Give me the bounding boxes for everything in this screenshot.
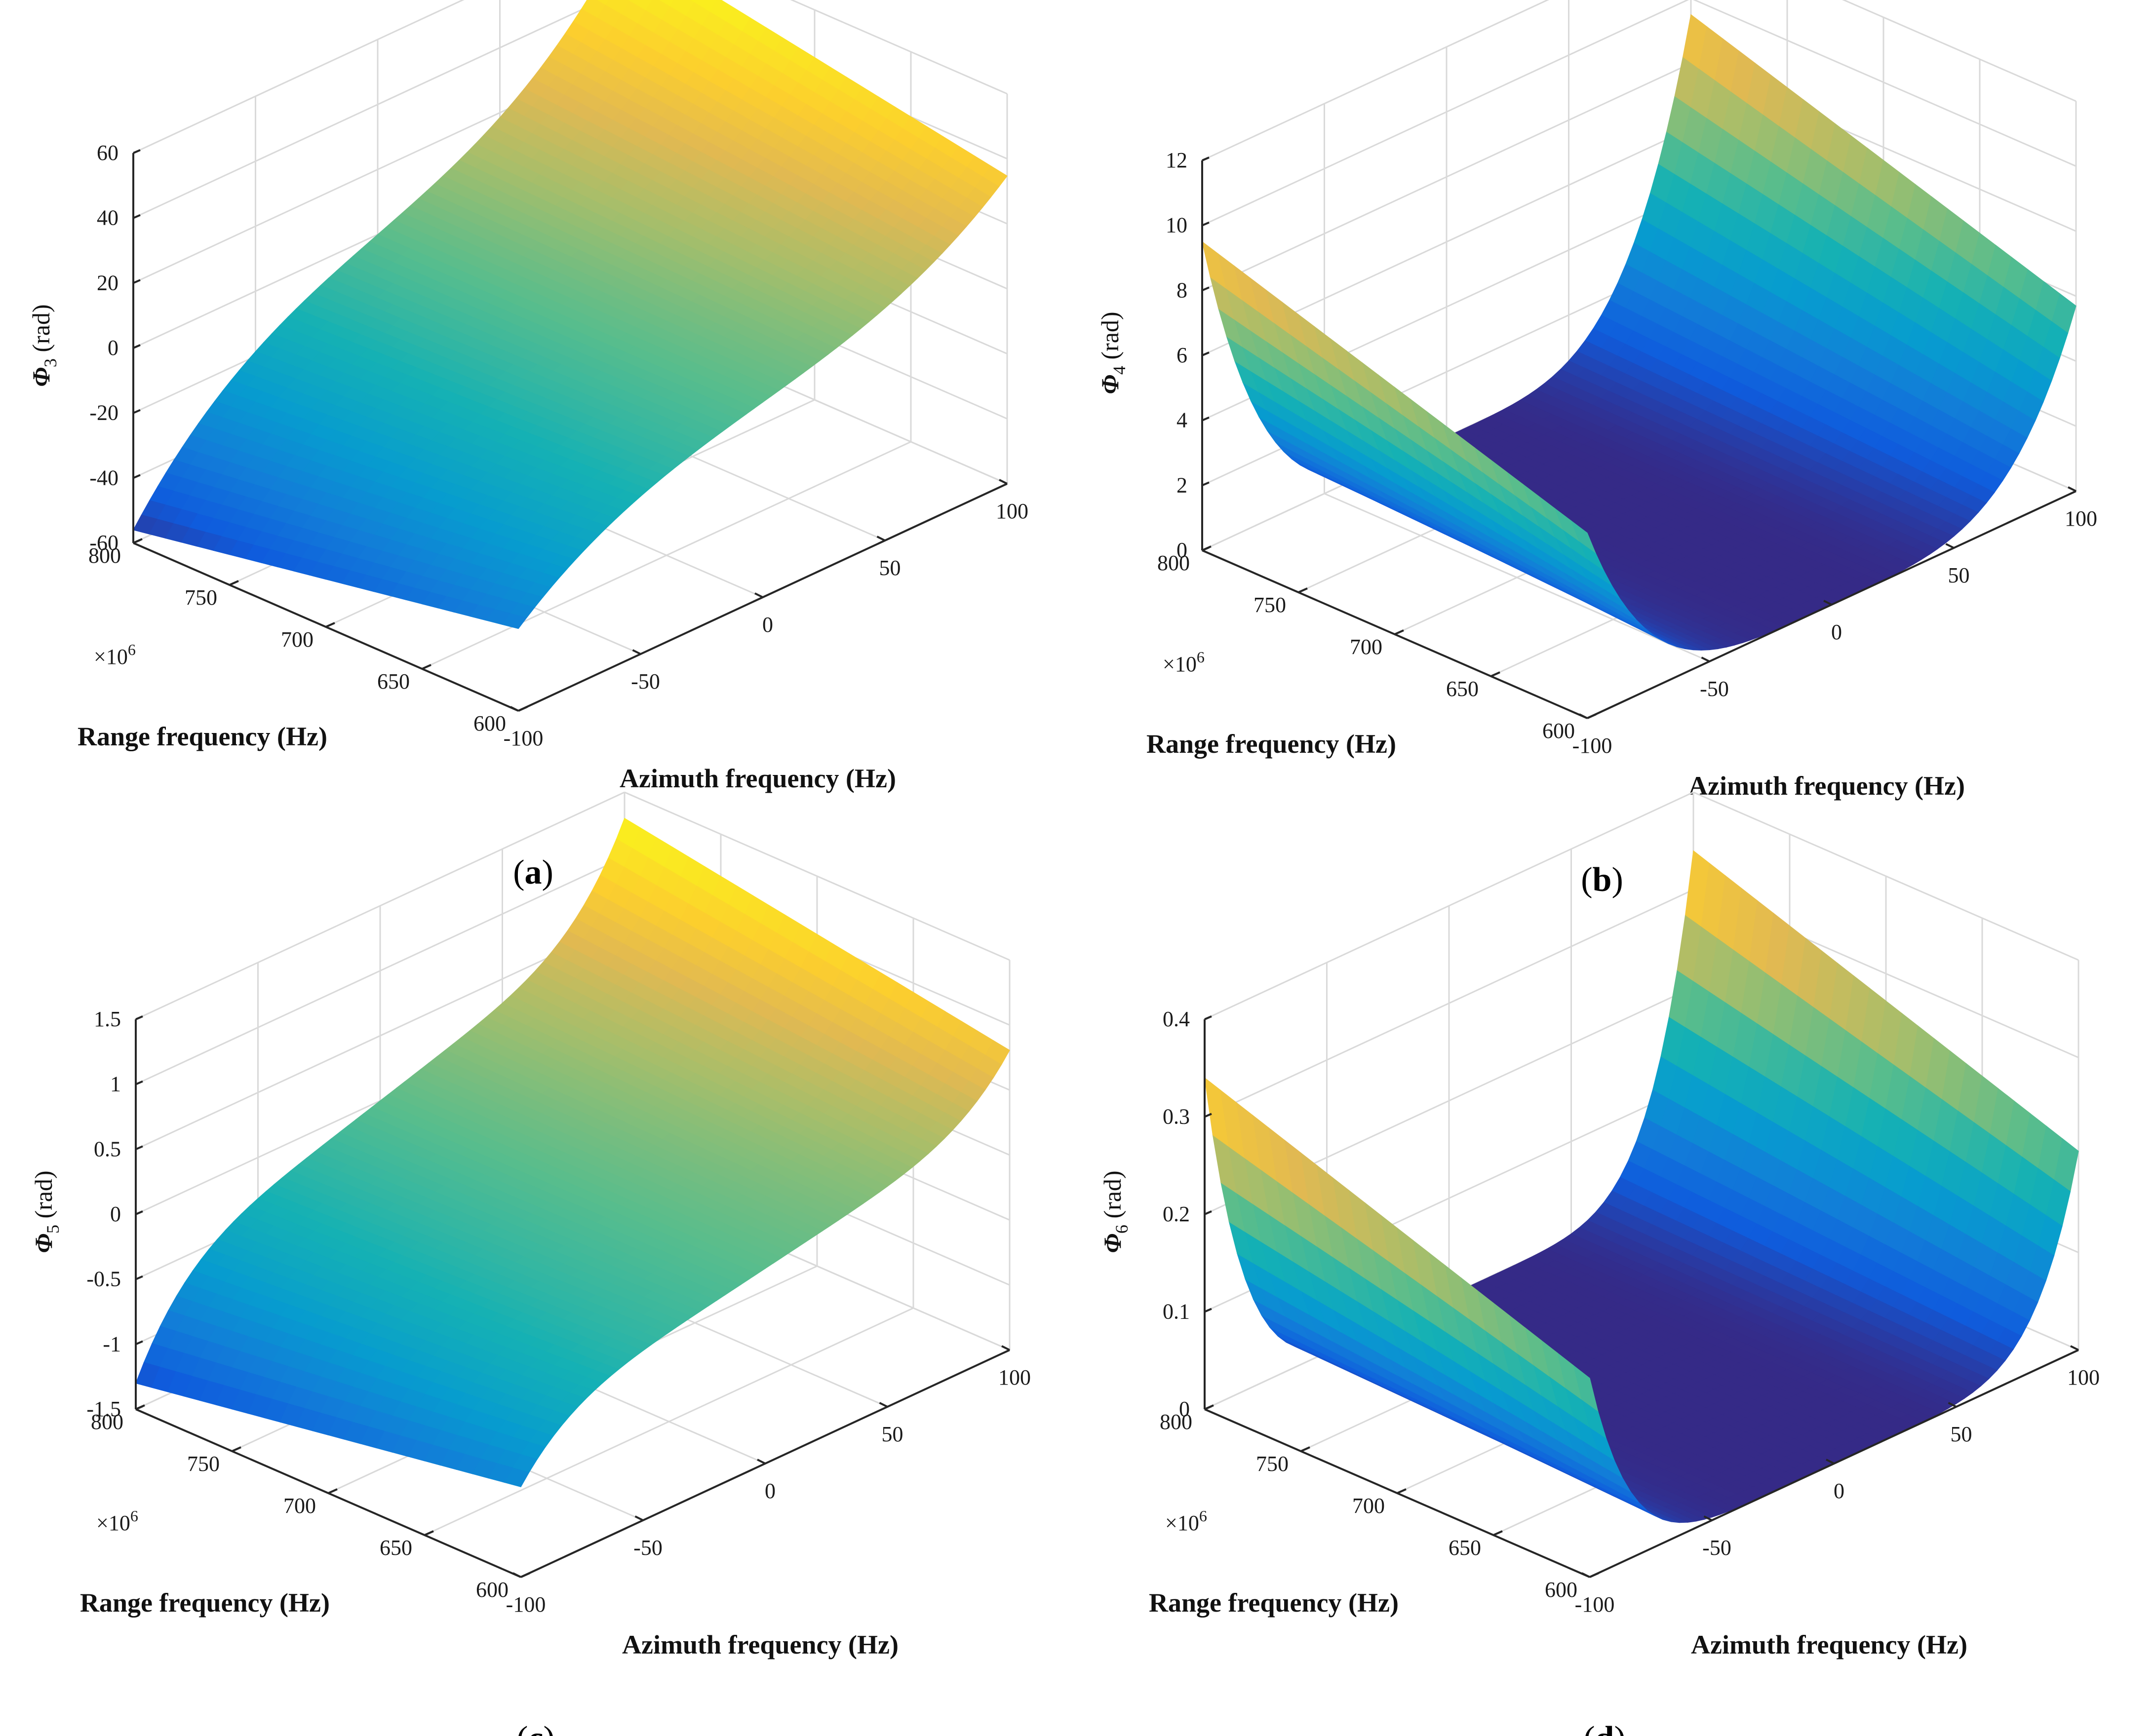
range-tick-label: 600 <box>1542 719 1575 743</box>
z-tick-label: 0.4 <box>1163 1007 1190 1031</box>
range-tick-label: 650 <box>1449 1536 1481 1560</box>
azimuth-tick-label: 0 <box>762 613 773 637</box>
azimuth-tick-label: -100 <box>504 726 544 750</box>
azimuth-tick-label: 50 <box>882 1422 903 1446</box>
z-tick-label: 0 <box>108 336 118 360</box>
range-axis-label: Range frequency (Hz) <box>78 722 327 751</box>
azimuth-tick-label: 50 <box>1951 1422 1972 1446</box>
range-multiplier: ×106 <box>94 641 136 669</box>
azimuth-tick-label: -50 <box>633 1536 663 1560</box>
z-tick-label: 20 <box>97 270 118 295</box>
surface <box>1204 850 2079 1523</box>
range-tick-label: 650 <box>380 1536 412 1560</box>
range-tick-label: 750 <box>187 1452 220 1476</box>
z-tick-label: -60 <box>89 531 118 555</box>
surface <box>135 817 1010 1487</box>
axes: -1.5 -1 -0.5 0 0.5 1 1.5 600 650 700 750 800 -100 -50… <box>86 1007 1031 1617</box>
azimuth-tick-label: -100 <box>1575 1592 1615 1617</box>
panel-caption: (d) <box>1583 1720 1626 1736</box>
azimuth-tick-label: -100 <box>506 1592 546 1617</box>
azimuth-tick-label: -50 <box>631 669 660 694</box>
z-tick-label: 60 <box>97 141 118 165</box>
chart-panel-b: 0 2 4 6 8 10 12 600 650 700 750 800 -100 -50 0 50 100 ×10… <box>1096 0 2097 899</box>
range-multiplier: ×106 <box>96 1507 138 1535</box>
z-tick-label: 4 <box>1176 408 1187 432</box>
azimuth-tick-label: 50 <box>879 556 901 580</box>
chart-panel-d: 0 0.1 0.2 0.3 0.4 600 650 700 750 800 -100 -50 0 50 10… <box>1098 791 2100 1736</box>
azimuth-tick-label: 100 <box>2065 506 2097 531</box>
z-tick-label: 0.2 <box>1163 1202 1190 1226</box>
surface <box>133 0 1008 629</box>
range-tick-label: 750 <box>1254 593 1286 617</box>
azimuth-axis-label: Azimuth frequency (Hz) <box>622 1630 899 1659</box>
range-axis-label: Range frequency (Hz) <box>1146 729 1396 759</box>
z-tick-label: 12 <box>1166 148 1187 172</box>
range-axis-label: Range frequency (Hz) <box>1149 1588 1399 1618</box>
panel-caption: (a) <box>513 853 553 891</box>
axes: 0 2 4 6 8 10 12 600 650 700 750 800 -100 -50 0 50 100 ×10… <box>1157 148 2097 758</box>
range-tick-label: 650 <box>1446 677 1479 701</box>
range-tick-label: 700 <box>1350 635 1382 659</box>
axes: -60 -40 -20 0 20 40 60 600 650 700 750 800 -100 -50 0 5… <box>88 141 1028 750</box>
range-tick-label: 750 <box>185 585 217 610</box>
axes: 0 0.1 0.2 0.3 0.4 600 650 700 750 800 -100 -50 0 50 10… <box>1160 1007 2100 1617</box>
azimuth-tick-label: 0 <box>1831 620 1842 644</box>
range-tick-label: 600 <box>473 711 506 735</box>
range-multiplier: ×106 <box>1163 648 1205 676</box>
z-tick-label: 0 <box>110 1202 121 1226</box>
z-tick-label: 0.1 <box>1163 1300 1190 1324</box>
z-tick-label: 0 <box>1179 1397 1190 1421</box>
azimuth-tick-label: 100 <box>996 499 1028 523</box>
z-tick-label: 0 <box>1176 538 1187 562</box>
range-tick-label: 650 <box>377 669 410 694</box>
azimuth-tick-label: 100 <box>998 1365 1031 1389</box>
z-tick-label: 10 <box>1166 213 1187 237</box>
z-tick-label: 0.5 <box>94 1137 121 1161</box>
azimuth-tick-label: 0 <box>1834 1479 1844 1503</box>
z-axis-label: Φ6 (rad) <box>1098 1170 1132 1253</box>
z-tick-label: -20 <box>89 401 118 425</box>
z-tick-label: 1.5 <box>94 1007 121 1031</box>
range-axis-label: Range frequency (Hz) <box>80 1588 330 1618</box>
azimuth-axis-label: Azimuth frequency (Hz) <box>620 764 896 793</box>
range-tick-label: 750 <box>1256 1452 1289 1476</box>
chart-panel-c: -1.5 -1 -0.5 0 0.5 1 1.5 600 650 700 750 800 -100 -50… <box>30 791 1031 1736</box>
range-tick-label: 700 <box>283 1494 316 1518</box>
z-tick-label: 0.3 <box>1163 1105 1190 1129</box>
z-tick-label: 6 <box>1176 343 1187 367</box>
surface <box>1202 14 2077 651</box>
z-tick-label: -40 <box>89 465 118 490</box>
azimuth-tick-label: -100 <box>1572 733 1612 758</box>
z-axis-label: Φ4 (rad) <box>1096 311 1129 394</box>
panel-caption: (c) <box>516 1720 555 1736</box>
range-tick-label: 800 <box>91 1410 123 1434</box>
range-tick-label: 800 <box>88 543 121 568</box>
z-tick-label: 2 <box>1176 473 1187 497</box>
range-tick-label: 600 <box>1545 1578 1577 1602</box>
azimuth-tick-label: 100 <box>2067 1365 2100 1389</box>
z-tick-label: -0.5 <box>86 1267 121 1291</box>
range-tick-label: 700 <box>1352 1494 1385 1518</box>
azimuth-axis-label: Azimuth frequency (Hz) <box>1688 771 1965 801</box>
z-tick-label: -1.5 <box>86 1397 121 1421</box>
range-multiplier: ×106 <box>1165 1507 1207 1535</box>
azimuth-tick-label: -50 <box>1700 677 1729 701</box>
azimuth-tick-label: -50 <box>1702 1536 1731 1560</box>
range-tick-label: 700 <box>281 627 313 652</box>
z-axis-label: Φ3 (rad) <box>27 304 60 386</box>
chart-panel-a: -60 -40 -20 0 20 40 60 600 650 700 750 800 -100 -50 0 5… <box>27 0 1028 891</box>
panel-caption: (b) <box>1581 861 1623 899</box>
range-tick-label: 800 <box>1157 551 1190 575</box>
z-tick-label: 8 <box>1176 278 1187 302</box>
z-tick-label: -1 <box>103 1332 121 1356</box>
z-axis-label: Φ5 (rad) <box>30 1170 63 1253</box>
z-tick-label: 40 <box>97 206 118 230</box>
range-tick-label: 600 <box>476 1578 509 1602</box>
azimuth-tick-label: 0 <box>765 1479 776 1503</box>
range-tick-label: 800 <box>1160 1410 1192 1434</box>
azimuth-tick-label: 50 <box>1948 563 1970 587</box>
azimuth-axis-label: Azimuth frequency (Hz) <box>1691 1630 1967 1659</box>
z-tick-label: 1 <box>110 1072 121 1096</box>
